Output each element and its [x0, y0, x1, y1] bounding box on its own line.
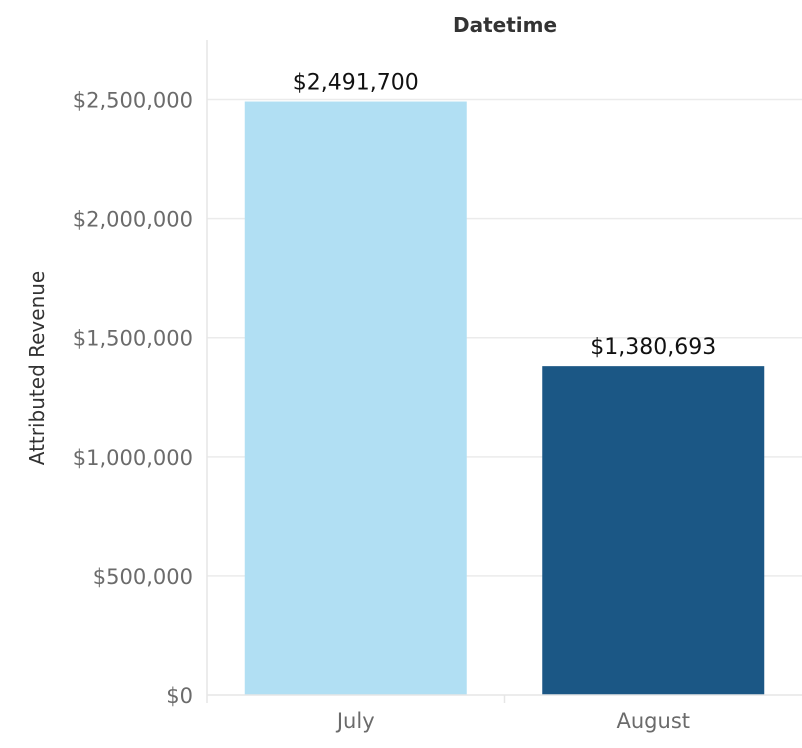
y-axis-title: Attributed Revenue — [25, 271, 49, 465]
bars — [244, 101, 765, 696]
y-tick-label: $1,500,000 — [73, 327, 193, 351]
y-tick-label: $1,000,000 — [73, 446, 193, 470]
data-labels: $2,491,700 $1,380,693 — [293, 71, 716, 361]
y-tick-label: $0 — [166, 684, 193, 708]
y-axis-ticks: $0 $500,000 $1,000,000 $1,500,000 $2,000,000… — [73, 89, 193, 708]
x-axis-categories: July August — [335, 709, 690, 733]
data-label: $1,380,693 — [590, 335, 716, 360]
bar-august — [542, 366, 765, 695]
data-label: $2,491,700 — [293, 71, 419, 96]
x-category-label: August — [617, 709, 691, 733]
column-header-title: Datetime — [453, 13, 557, 37]
x-category-label: July — [335, 709, 375, 733]
bar-july — [244, 101, 467, 696]
y-tick-label: $500,000 — [93, 565, 193, 589]
axis-lines — [206, 40, 802, 703]
y-tick-label: $2,000,000 — [73, 208, 193, 232]
y-tick-label: $2,500,000 — [73, 89, 193, 113]
